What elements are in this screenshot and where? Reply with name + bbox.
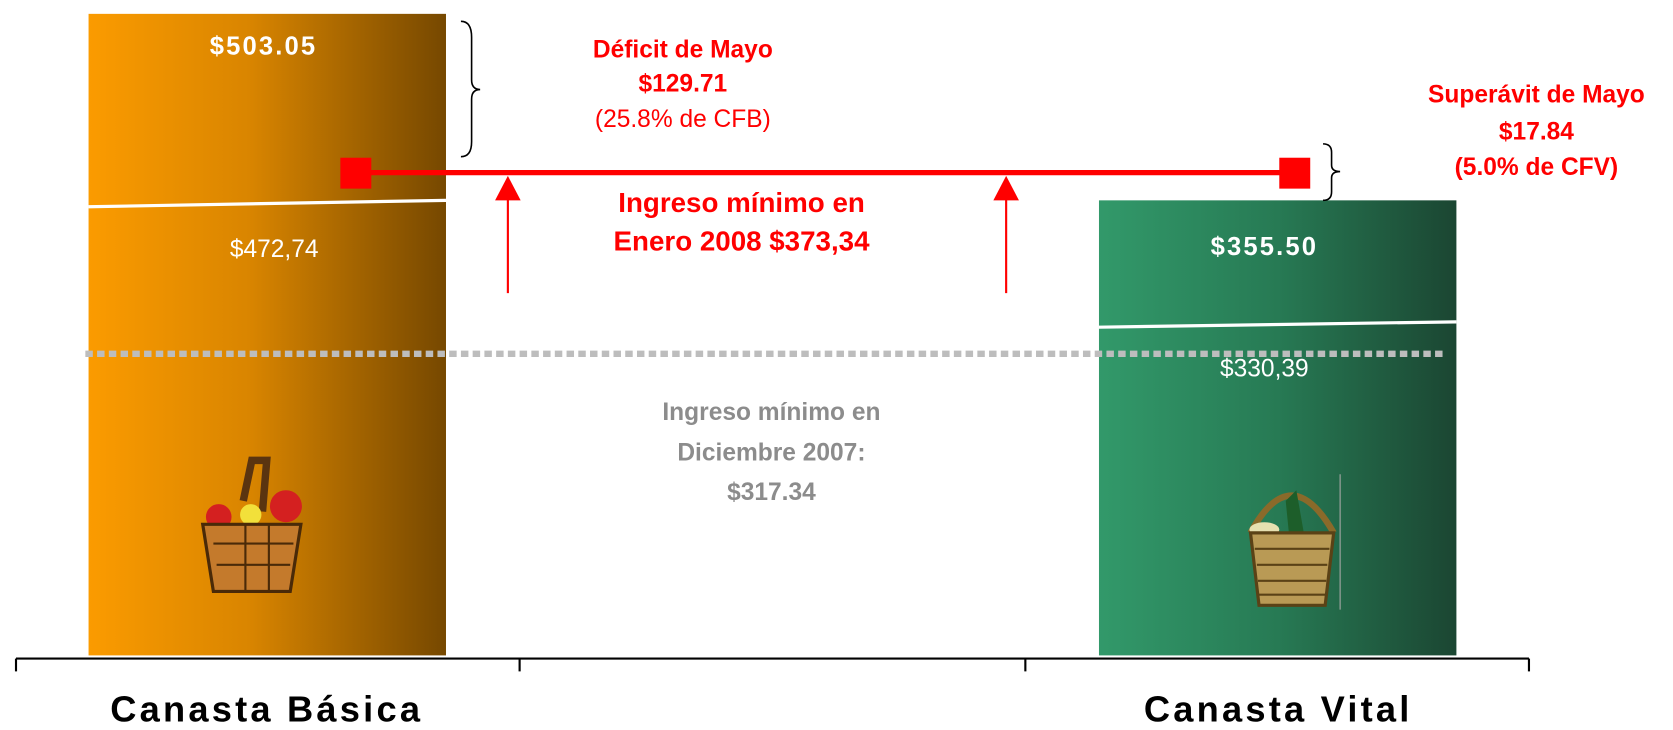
december-income: Ingreso mínimo en [662, 399, 880, 426]
arrow [993, 175, 1019, 294]
december-income: $317.34 [727, 479, 816, 506]
line-end [340, 157, 372, 189]
basket-icon [200, 456, 303, 594]
deficit-note: (25.8% de CFB) [595, 106, 771, 133]
basket-icon [1247, 474, 1341, 610]
january-income: Enero 2008 $373,34 [614, 225, 871, 256]
bar-top-value: $503.05 [210, 33, 317, 61]
bar-top-value: $355.50 [1211, 233, 1318, 261]
december-income: Diciembre 2007: [677, 439, 865, 466]
bar-mid-value: $472,74 [230, 236, 319, 263]
surplus-title: Superávit de Mayo [1428, 81, 1645, 108]
divider [88, 198, 447, 209]
brace [1322, 143, 1341, 202]
axis [14, 657, 1531, 672]
surplus-amount: $17.84 [1499, 119, 1574, 146]
brace [460, 20, 481, 158]
divider [1098, 320, 1457, 329]
deficit-title: Déficit de Mayo [593, 37, 773, 64]
surplus-note: (5.0% de CFV) [1455, 154, 1619, 181]
bar-mid-value: $330,39 [1220, 355, 1309, 382]
line-end [1279, 157, 1311, 189]
category-label: Canasta Vital [1144, 688, 1413, 729]
arrow [495, 175, 521, 294]
category-label: Canasta Básica [110, 688, 423, 729]
january-income: Ingreso mínimo en [618, 187, 865, 218]
deficit-amount: $129.71 [639, 71, 728, 98]
